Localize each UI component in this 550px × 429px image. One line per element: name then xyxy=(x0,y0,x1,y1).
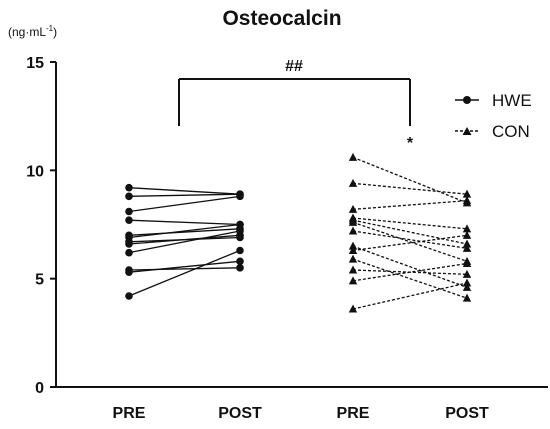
data-point xyxy=(462,259,472,267)
data-point xyxy=(125,192,133,201)
data-point xyxy=(348,265,358,274)
series-con xyxy=(348,152,472,313)
subject-line xyxy=(128,230,241,254)
data-point xyxy=(348,178,358,187)
subject-line xyxy=(128,228,241,236)
subject-line xyxy=(128,193,241,197)
data-point xyxy=(462,230,472,239)
y-axis-unit-base: (ng·mL xyxy=(8,25,46,39)
data-point xyxy=(462,293,472,302)
subject-line xyxy=(128,267,241,271)
data-point xyxy=(348,204,358,213)
plot-area xyxy=(125,152,472,313)
data-point xyxy=(462,189,472,198)
data-point xyxy=(348,152,358,161)
subject-line xyxy=(352,221,468,262)
data-point xyxy=(125,240,133,248)
legend-hwe-label: HWE xyxy=(492,91,532,110)
data-point xyxy=(125,292,133,300)
legend-con-marker xyxy=(462,127,472,135)
x-category-label: PRE xyxy=(337,405,370,422)
data-point xyxy=(348,304,358,313)
subject-line xyxy=(352,234,468,252)
data-point xyxy=(236,257,244,266)
x-category-label: POST xyxy=(445,405,489,422)
data-point xyxy=(348,276,358,285)
subject-line xyxy=(128,260,241,273)
bracket-label: ## xyxy=(285,58,303,75)
y-tick-label: 10 xyxy=(26,163,44,180)
data-point xyxy=(236,192,244,201)
data-point xyxy=(236,227,244,235)
y-axis-ticks: 0 5 10 15 xyxy=(26,55,56,397)
subject-line xyxy=(352,282,468,310)
data-point xyxy=(125,183,133,192)
subject-line xyxy=(128,223,241,239)
y-tick-label: 5 xyxy=(35,272,44,289)
subject-line xyxy=(128,219,241,226)
x-axis-categories: PRE POST PRE POST xyxy=(113,405,489,422)
subject-line xyxy=(352,230,468,249)
data-point xyxy=(462,196,472,205)
significance-bracket: ## xyxy=(178,58,411,126)
subject-line xyxy=(352,219,468,245)
subject-line xyxy=(352,200,468,210)
data-point xyxy=(348,246,358,254)
data-point xyxy=(236,246,244,255)
y-tick-label: 0 xyxy=(35,380,44,397)
x-category-label: POST xyxy=(218,405,262,422)
data-point xyxy=(462,239,472,248)
data-point xyxy=(462,269,472,278)
y-axis-unit-superscript: -1 xyxy=(46,24,54,33)
subject-line xyxy=(128,249,241,297)
data-point xyxy=(348,254,358,263)
subject-line xyxy=(128,234,241,245)
subject-line xyxy=(352,217,468,230)
legend-item-con: CON xyxy=(455,122,530,141)
subject-line xyxy=(352,182,468,195)
subject-line xyxy=(128,187,241,195)
y-tick-label: 15 xyxy=(26,55,44,72)
data-point xyxy=(462,278,472,287)
subject-line xyxy=(352,156,468,204)
chart-title: Osteocalcin xyxy=(222,7,341,30)
legend-hwe-marker xyxy=(463,96,471,104)
legend: HWE CON xyxy=(455,91,532,141)
y-axis-unit-close: ) xyxy=(53,25,57,39)
subject-line xyxy=(128,195,241,213)
data-point xyxy=(236,264,244,272)
data-point xyxy=(348,226,358,235)
legend-con-label: CON xyxy=(492,122,530,141)
data-point xyxy=(125,216,133,224)
data-point xyxy=(462,282,472,291)
significance-star: * xyxy=(407,135,414,152)
data-point xyxy=(462,243,472,252)
y-axis-unit-label: (ng·mL-1) xyxy=(8,24,57,39)
data-point xyxy=(125,248,133,257)
data-point xyxy=(125,207,133,216)
data-point xyxy=(125,268,133,276)
data-point xyxy=(348,217,358,226)
subject-line xyxy=(352,262,468,282)
legend-item-hwe: HWE xyxy=(455,91,532,110)
data-point xyxy=(462,224,472,233)
subject-line xyxy=(352,258,468,299)
x-category-label: PRE xyxy=(113,405,146,422)
subject-line xyxy=(352,245,468,288)
data-point xyxy=(236,220,244,229)
data-point xyxy=(348,241,358,250)
series-hwe xyxy=(125,183,244,300)
